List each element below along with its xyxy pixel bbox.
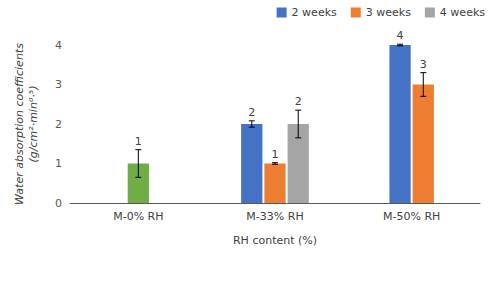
svg-text:RH content (%): RH content (%) xyxy=(233,234,317,247)
svg-text:3: 3 xyxy=(420,58,427,71)
svg-text:1: 1 xyxy=(272,148,279,161)
svg-text:2: 2 xyxy=(248,106,255,119)
svg-text:(g/cm²·min⁰·⁵): (g/cm²·min⁰·⁵) xyxy=(27,86,40,163)
svg-text:4 weeks: 4 weeks xyxy=(440,6,485,19)
svg-text:M-50% RH: M-50% RH xyxy=(383,210,440,223)
svg-text:M-33% RH: M-33% RH xyxy=(246,210,303,223)
svg-text:3: 3 xyxy=(55,78,62,91)
svg-text:4: 4 xyxy=(397,29,404,42)
svg-text:4: 4 xyxy=(55,39,62,52)
svg-text:0: 0 xyxy=(55,197,62,210)
svg-text:1: 1 xyxy=(55,157,62,170)
svg-text:3 weeks: 3 weeks xyxy=(366,6,411,19)
svg-text:1: 1 xyxy=(135,135,142,148)
svg-text:Water absorption coefficients: Water absorption coefficients xyxy=(13,43,26,205)
svg-text:M-0% RH: M-0% RH xyxy=(113,210,163,223)
svg-text:2: 2 xyxy=(295,95,302,108)
svg-text:2 weeks: 2 weeks xyxy=(292,6,337,19)
svg-text:2: 2 xyxy=(55,118,62,131)
